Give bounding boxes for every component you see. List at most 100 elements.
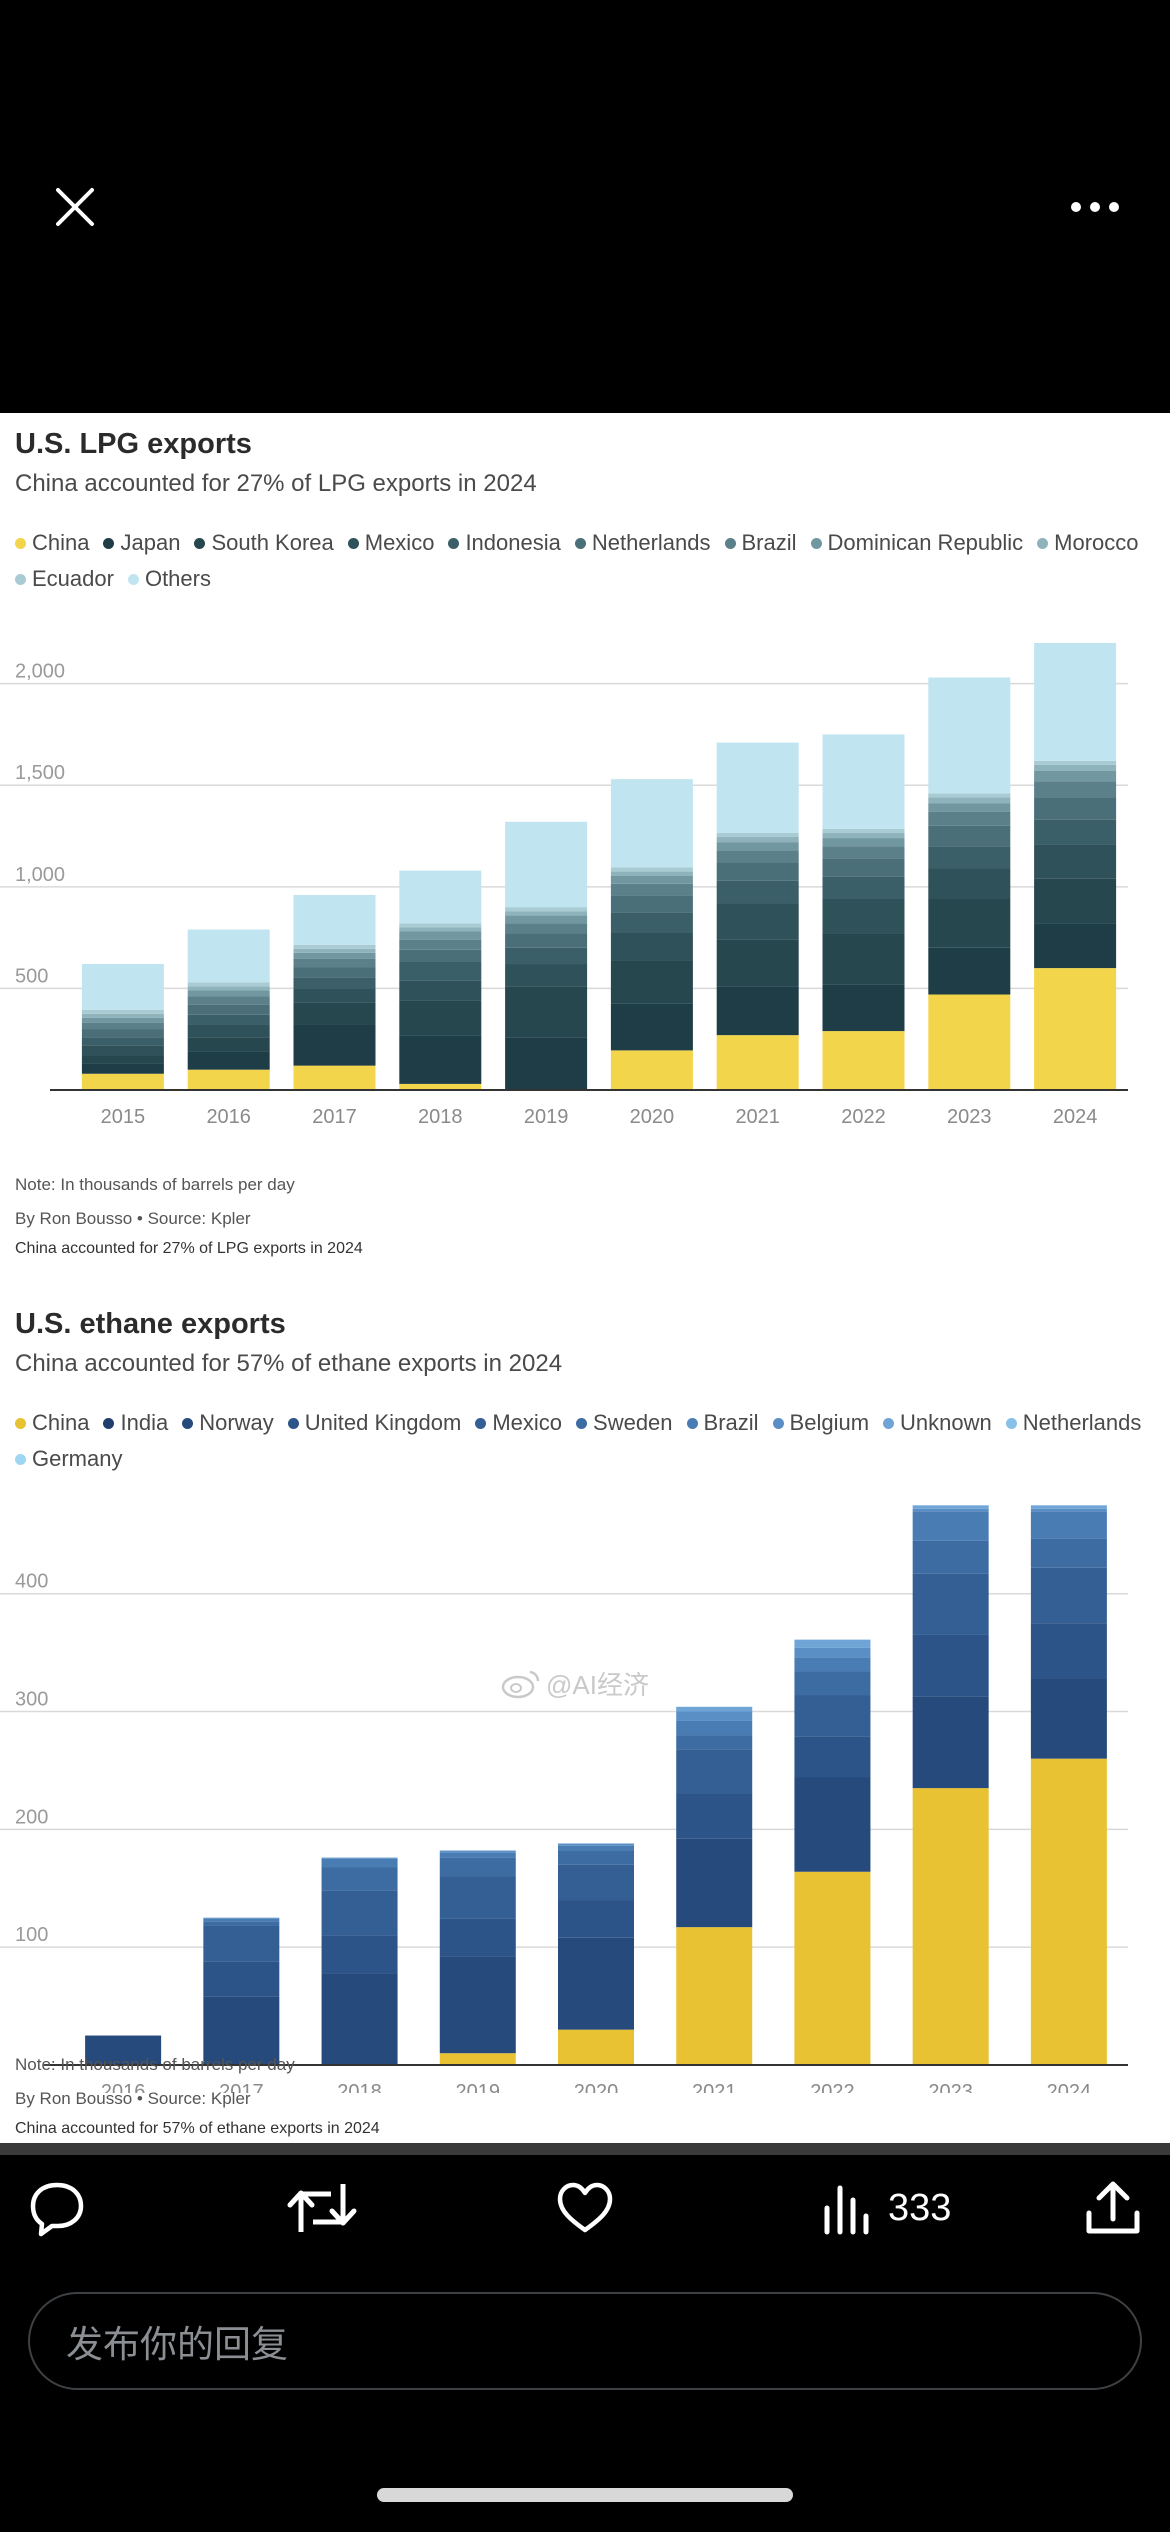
more-options-button[interactable]: [1060, 176, 1130, 238]
bar-segment-dominican-republic: [293, 952, 376, 959]
chart-subtitle: China accounted for 57% of ethane export…: [15, 1350, 563, 1377]
legend-item: Japan: [103, 530, 180, 556]
bar-segment-brazil: [505, 923, 588, 934]
bar-segment-mexico: [203, 1925, 280, 1962]
bar-segment-mexico: [928, 868, 1011, 900]
legend-label: China: [32, 530, 90, 555]
bar-segment-south-korea: [822, 933, 905, 985]
legend-swatch: [724, 537, 736, 549]
bar-segment-morocco: [928, 797, 1011, 804]
bar-segment-dominican-republic: [399, 931, 482, 940]
legend-swatch: [883, 1417, 895, 1429]
legend-label: China: [32, 1410, 90, 1435]
bar-segment-china: [187, 1069, 270, 1090]
legend-label: Brazil: [741, 530, 797, 555]
bar-segment-netherlands: [716, 862, 799, 881]
bar-segment-china: [822, 1031, 905, 1090]
y-tick-label: 400: [15, 1571, 48, 1593]
bar-segment-ecuador: [822, 828, 905, 833]
legend-swatch: [15, 1417, 26, 1429]
bar-segment-norway: [439, 1956, 516, 2054]
chart-legend: China Japan South Korea Mexico Indonesia Neth…: [15, 530, 1155, 592]
bar-segment-brazil: [399, 939, 482, 950]
bar-segment-japan: [293, 1024, 376, 1066]
bar-segment-dominican-republic: [610, 875, 693, 884]
bar-segment-sweden: [203, 1921, 280, 1926]
bar-segment-mexico: [558, 1864, 634, 1901]
bar-segment-belgium: [912, 1508, 989, 1512]
bar-segment-brazil: [293, 958, 376, 968]
bar-segment-china: [399, 1083, 482, 1090]
views-button[interactable]: 333: [822, 2173, 982, 2243]
legend-label: India: [120, 1410, 169, 1435]
bar-segment-china: [439, 2053, 516, 2065]
x-tick-label: 2017: [312, 1106, 357, 1128]
bar-segment-dominican-republic: [187, 990, 270, 997]
bar-segment-mexico: [822, 899, 905, 934]
legend-swatch: [15, 573, 26, 585]
x-tick-label: 2016: [206, 1106, 251, 1128]
bar-segment-norway: [558, 1937, 634, 2030]
bar-segment-dominican-republic: [716, 842, 799, 851]
legend-label: Unknown: [900, 1410, 992, 1435]
legend-item: Morocco: [1037, 530, 1139, 556]
legend-item: Ecuador: [15, 566, 114, 592]
bar-segment-norway: [794, 1777, 871, 1872]
reply-input[interactable]: 发布你的回复: [28, 2292, 1142, 2390]
legend-label: Sweden: [593, 1410, 673, 1435]
legend-swatch: [576, 1417, 588, 1429]
home-indicator[interactable]: [377, 2488, 793, 2502]
bar-segment-japan: [399, 1035, 482, 1084]
close-button[interactable]: [44, 176, 106, 238]
bar-segment-brazil: [187, 996, 270, 1005]
post-action-bar: 333: [0, 2155, 1170, 2265]
x-tick-label: 2021: [692, 2081, 737, 2093]
bar-segment-indonesia: [928, 846, 1011, 869]
bar-segment-brazil: [912, 1511, 989, 1541]
bar-segment-japan: [716, 986, 799, 1036]
legend-swatch: [103, 537, 115, 549]
share-upload-icon: [1086, 2181, 1140, 2234]
bar-segment-netherlands: [928, 825, 1011, 847]
bar-segment-brazil: [1030, 1511, 1107, 1539]
legend-label: Ecuador: [32, 566, 114, 591]
bar-segment-mexico: [794, 1695, 871, 1737]
bar-segment-mexico: [912, 1573, 989, 1635]
chart-note: Note: In thousands of barrels per day: [15, 1175, 295, 1194]
lpg-bar-chart: 500 1,000 1,500 2,000 2015 2016 2017 2018 2019 20…: [0, 643, 1128, 1128]
watermark-text: @AI经济: [546, 1670, 649, 1700]
repost-icon: [287, 2184, 357, 2232]
bar-segment-united-kingdom: [676, 1794, 753, 1839]
legend-label: Mexico: [364, 530, 435, 555]
bar-segment-dominican-republic: [1034, 771, 1117, 782]
legend-item: Brazil: [686, 1410, 759, 1436]
x-tick-label: 2018: [418, 1106, 463, 1128]
legend-label: Morocco: [1054, 530, 1139, 555]
bar-segment-brazil: [321, 1858, 398, 1868]
bar-segment-norway: [321, 1973, 398, 2065]
chart-caption: China accounted for 27% of LPG exports i…: [15, 1240, 363, 1257]
reply-button[interactable]: [22, 2173, 92, 2243]
like-button[interactable]: [550, 2173, 620, 2243]
bar-segment-united-kingdom: [558, 1900, 634, 1938]
share-button[interactable]: [1080, 2173, 1146, 2243]
y-tick-label: 200: [15, 1806, 48, 1828]
legend-label: United Kingdom: [304, 1410, 462, 1435]
x-tick-label: 2023: [928, 2081, 973, 2093]
chart-title: U.S. ethane exports: [15, 1308, 286, 1340]
post-image[interactable]: U.S. LPG exports China accounted for 27%…: [0, 413, 1170, 2143]
bar-segment-mexico: [716, 903, 799, 940]
bar-segment-japan: [187, 1051, 270, 1070]
bar-segment-china: [676, 1927, 753, 2065]
x-tick-label: 2023: [947, 1106, 992, 1128]
bar-segment-belgium: [1030, 1508, 1107, 1512]
bar-segment-china: [81, 1073, 164, 1090]
bar-segment-ecuador: [505, 907, 588, 912]
bar-segment-others: [399, 870, 482, 924]
bar-segment-dominican-republic: [505, 915, 588, 924]
bar-segment-south-korea: [928, 899, 1011, 948]
bar-segment-indonesia: [1034, 819, 1117, 845]
legend-swatch: [194, 537, 206, 549]
chart-subtitle: China accounted for 27% of LPG exports i…: [15, 470, 537, 497]
repost-button[interactable]: [283, 2173, 361, 2243]
